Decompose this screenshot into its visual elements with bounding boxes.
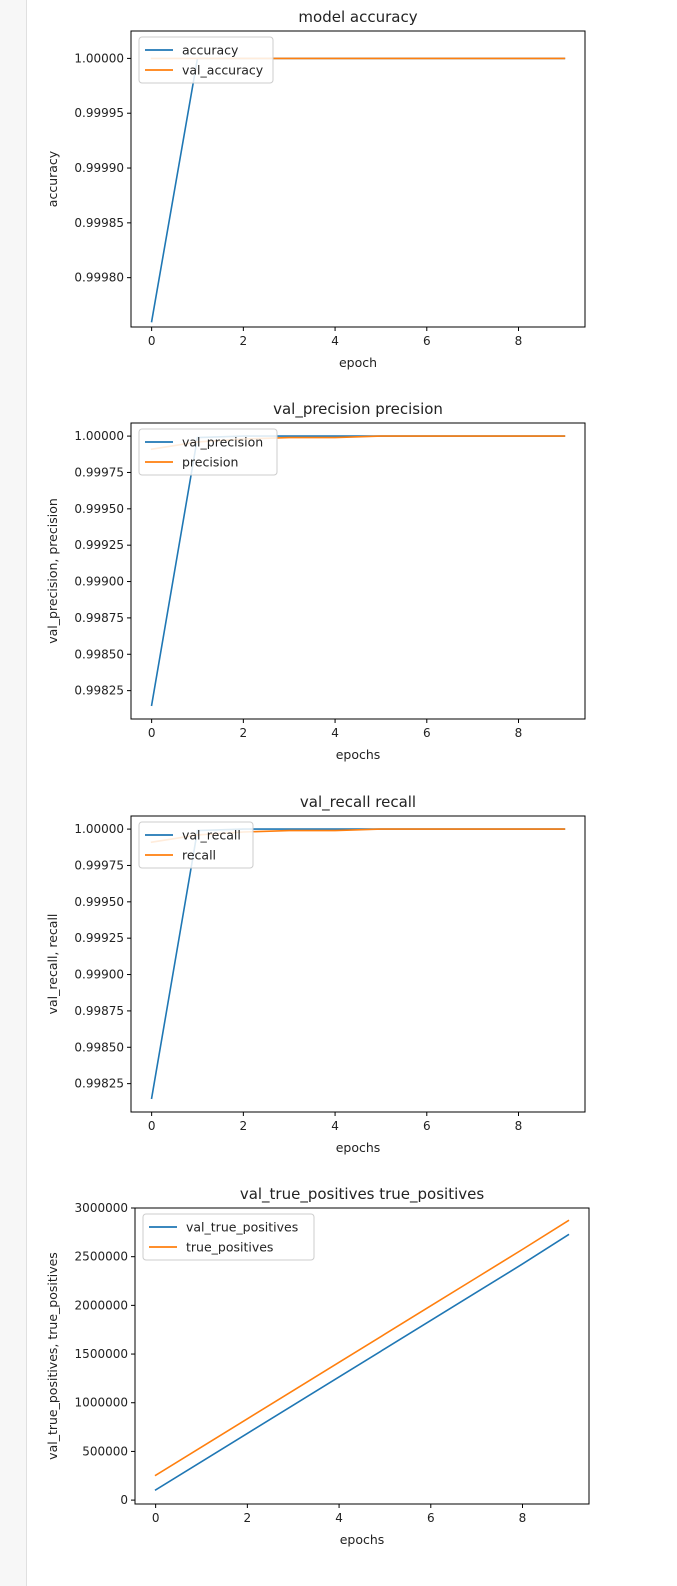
chart-title: model accuracy (298, 8, 417, 26)
legend-label-recall: recall (182, 848, 216, 863)
x-tick-label: 6 (423, 334, 431, 348)
legend-label-true-positives: true_positives (186, 1240, 273, 1255)
y-tick-label: 0.99990 (74, 161, 124, 175)
series-line-val-precision (150, 435, 566, 707)
chart-title: val_true_positives true_positives (240, 1185, 485, 1204)
x-tick-label: 4 (331, 334, 339, 348)
y-tick-label: 0 (120, 1493, 128, 1507)
x-axis-label: epoch (339, 355, 377, 370)
y-axis-label: val_recall, recall (45, 914, 60, 1015)
x-tick-label: 6 (427, 1511, 435, 1525)
plot-frame (130, 422, 586, 720)
y-tick-label: 3000000 (75, 1201, 128, 1215)
y-tick-label: 0.99925 (74, 931, 124, 945)
chart-title: val_precision precision (273, 400, 443, 419)
y-tick-label: 1.00000 (74, 822, 124, 836)
y-tick-label: 0.99985 (74, 216, 124, 230)
x-tick-label: 0 (148, 726, 156, 740)
y-axis-label: val_true_positives, true_positives (45, 1252, 60, 1460)
x-tick-label: 6 (423, 726, 431, 740)
chart-precision: val_precision precision 0 2 4 6 8 0.99825 0.998… (45, 400, 586, 762)
x-axis-label: epochs (340, 1532, 385, 1547)
x-tick-label: 8 (515, 334, 523, 348)
y-tick-label: 0.99850 (74, 647, 124, 661)
y-tick-label: 500000 (82, 1444, 128, 1458)
series-line-accuracy (150, 57, 566, 323)
legend-label-val-precision: val_precision (182, 435, 263, 450)
chart-title: val_recall recall (300, 793, 416, 812)
series-line-val-true-positives (154, 1233, 570, 1491)
y-tick-label: 0.99950 (74, 502, 124, 516)
legend-label-val-recall: val_recall (182, 828, 241, 843)
x-tick-label: 4 (335, 1511, 343, 1525)
x-tick-label: 4 (331, 1119, 339, 1133)
x-axis-label: epochs (336, 1140, 381, 1155)
legend-label-val-accuracy: val_accuracy (182, 63, 264, 78)
y-tick-label: 0.99980 (74, 271, 124, 285)
plot-frame (134, 1207, 590, 1505)
x-tick-label: 0 (152, 1511, 160, 1525)
y-tick-label: 0.99875 (74, 1004, 124, 1018)
y-tick-label: 0.99850 (74, 1040, 124, 1054)
plot-frame (130, 30, 586, 328)
legend-box (142, 1213, 315, 1261)
y-tick-label: 0.99995 (74, 106, 124, 120)
y-axis-label: accuracy (45, 150, 60, 207)
y-tick-label: 0.99875 (74, 611, 124, 625)
x-axis-label: epochs (336, 747, 381, 762)
y-tick-label: 1.00000 (74, 429, 124, 443)
legend-label-accuracy: accuracy (182, 43, 239, 58)
legend-label-precision: precision (182, 455, 238, 470)
x-tick-label: 8 (519, 1511, 527, 1525)
legend-box (138, 821, 254, 869)
y-tick-label: 1.00000 (74, 51, 124, 65)
legend-label-val-true-positives: val_true_positives (186, 1220, 298, 1235)
y-tick-label: 0.99950 (74, 895, 124, 909)
y-tick-label: 0.99975 (74, 465, 124, 479)
plots-area: model accuracy 0 2 4 6 8 0.99980 0.99985 0.99990… (27, 0, 677, 1586)
y-tick-label: 0.99900 (74, 968, 124, 982)
x-tick-label: 2 (240, 726, 248, 740)
x-tick-label: 8 (515, 1119, 523, 1133)
x-tick-label: 0 (148, 1119, 156, 1133)
notebook-gutter (0, 0, 27, 1586)
x-tick-label: 2 (240, 334, 248, 348)
y-tick-label: 1500000 (75, 1347, 128, 1361)
y-tick-label: 1000000 (75, 1396, 128, 1410)
y-tick-label: 0.99975 (74, 858, 124, 872)
y-tick-label: 0.99825 (74, 1077, 124, 1091)
chart-true-positives: val_true_positives true_positives 0 2 4 6 8 0 5… (45, 1185, 590, 1547)
y-axis-label: val_precision, precision (45, 498, 60, 644)
x-tick-label: 2 (240, 1119, 248, 1133)
y-tick-label: 0.99900 (74, 575, 124, 589)
x-tick-label: 8 (515, 726, 523, 740)
legend-box (138, 36, 274, 84)
series-line-true-positives (154, 1219, 570, 1477)
x-tick-label: 2 (244, 1511, 252, 1525)
y-tick-label: 0.99825 (74, 684, 124, 698)
x-tick-label: 0 (148, 334, 156, 348)
legend-box (138, 428, 278, 476)
series-line-val-recall (150, 828, 566, 1100)
y-tick-label: 2500000 (75, 1250, 128, 1264)
y-tick-label: 2000000 (75, 1298, 128, 1312)
x-tick-label: 6 (423, 1119, 431, 1133)
chart-recall: val_recall recall 0 2 4 6 8 0.99825 0.99850 0.99… (45, 793, 586, 1155)
y-tick-label: 0.99925 (74, 538, 124, 552)
plot-frame (130, 815, 586, 1113)
x-tick-label: 4 (331, 726, 339, 740)
chart-model-accuracy: model accuracy 0 2 4 6 8 0.99980 0.99985 0.99990… (45, 8, 586, 370)
